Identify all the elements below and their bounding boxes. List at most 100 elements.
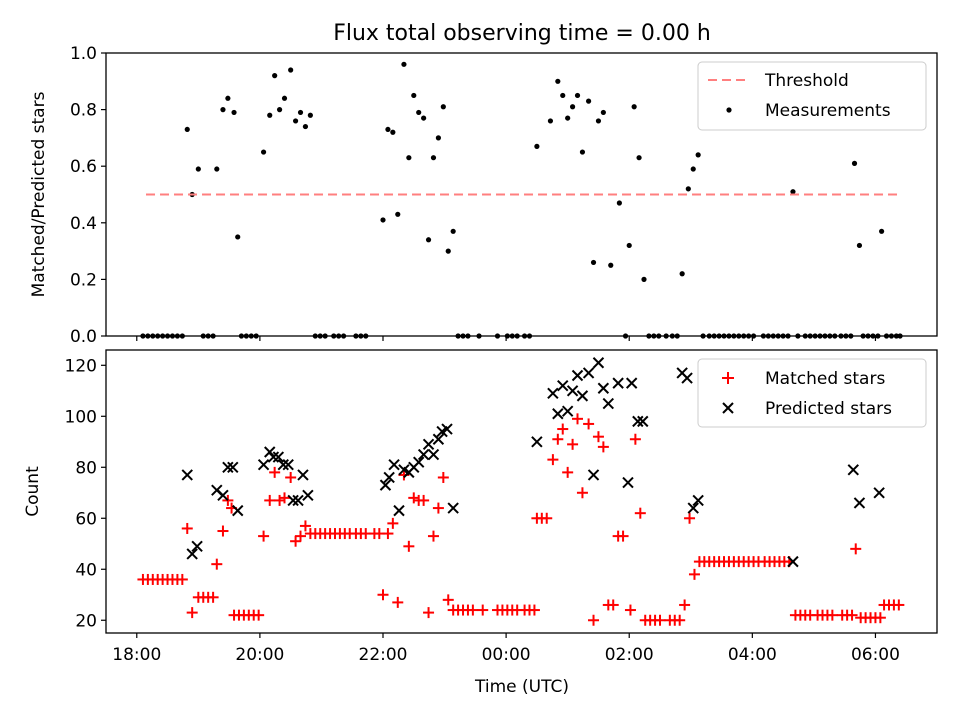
predicted-star-marker	[287, 494, 299, 507]
predicted-star-marker	[612, 377, 624, 389]
matched-star-marker	[592, 431, 604, 443]
top-plot-frame	[105, 52, 938, 337]
measurement-point	[590, 259, 597, 266]
legend-measurements-label: Measurements	[765, 101, 891, 121]
predicted-star-marker	[687, 502, 699, 514]
measurement-point	[560, 92, 566, 99]
matched-star-marker	[176, 573, 188, 585]
measurement-point	[626, 242, 632, 249]
measurement-point	[385, 126, 391, 133]
matched-star-marker	[684, 512, 696, 524]
predicted-star-marker	[217, 489, 229, 502]
bottom-x-tick-label: 20:00	[235, 645, 284, 665]
predicted-star-marker	[417, 448, 430, 461]
matched-star-marker	[547, 454, 559, 466]
measurement-point	[235, 234, 241, 240]
predicted-star-marker	[427, 448, 440, 461]
predicted-star-marker	[592, 357, 605, 369]
top-x-ticks	[136, 336, 877, 341]
predicted-star-marker	[232, 504, 244, 517]
measurement-point	[281, 95, 288, 101]
matched-star-marker	[588, 614, 600, 626]
measurement-point	[608, 262, 614, 268]
top-legend-box	[697, 61, 927, 131]
measurement-point	[421, 115, 427, 121]
predicted-star-marker	[847, 464, 859, 476]
matched-star-marker	[629, 433, 641, 445]
matched-star-marker	[624, 604, 636, 616]
bottom-y-tick-label: 80	[75, 458, 97, 478]
predicted-star-marker	[191, 540, 203, 553]
matched-star-marker	[826, 609, 838, 621]
top-y-tick-label: 0.2	[70, 270, 97, 290]
bottom-x-tick-label: 18:00	[112, 645, 161, 665]
predicted-star-marker	[267, 451, 280, 463]
matched-star-marker	[846, 609, 858, 621]
measurement-point	[430, 155, 437, 161]
matched-star-marker	[528, 604, 540, 616]
measurement-point	[195, 166, 201, 172]
predicted-star-marker	[383, 471, 395, 484]
measurement-point	[440, 104, 446, 110]
legend-matched-swatch	[722, 372, 734, 384]
matched-star-marker	[295, 530, 307, 542]
predicted-star-marker	[571, 369, 584, 382]
matched-star-marker	[418, 494, 430, 506]
top-y-tick-label: 1.0	[70, 44, 97, 64]
measurement-point	[547, 118, 554, 124]
matched-star-marker	[222, 494, 234, 506]
matched-star-marker	[607, 599, 619, 611]
matched-star-marker	[572, 413, 584, 425]
measurement-point	[555, 78, 561, 84]
legend-threshold-label: Threshold	[764, 71, 849, 91]
matched-star-marker	[427, 530, 439, 542]
bottom-x-ticks: 18:00 20:00 22:00 00:00 02:00 04:00 06:00	[112, 633, 900, 665]
measurement-point	[579, 149, 586, 155]
bottom-x-tick-label: 22:00	[359, 645, 408, 665]
matched-star-marker	[392, 596, 404, 608]
predicted-star-marker	[272, 451, 285, 463]
bottom-y-tick-label: 100	[65, 407, 97, 427]
matched-star-marker	[893, 599, 905, 611]
top-y-ticks: 0.0 0.2 0.4 0.6 0.8 1.0	[70, 44, 106, 347]
matched-star-marker	[654, 614, 666, 626]
matched-star-marker	[576, 487, 588, 499]
measurement-point	[411, 92, 417, 99]
measurement-point	[292, 118, 299, 124]
bottom-y-ticks: 20 40 60 80 100 120	[65, 356, 106, 631]
predicted-star-marker	[441, 423, 453, 435]
matched-star-marker	[541, 512, 553, 524]
measurement-point	[231, 109, 237, 116]
top-chart-title: Flux total observing time = 0.00 h	[333, 21, 711, 46]
matched-star-marker	[290, 535, 302, 547]
measurement-point	[425, 237, 432, 243]
measurement-point	[851, 160, 858, 166]
bottom-y-tick-label: 60	[75, 509, 97, 529]
predicted-star-marker	[853, 497, 866, 509]
measurement-point	[406, 155, 412, 161]
predicted-star-marker	[222, 461, 234, 473]
top-y-axis-label: Matched/Predicted stars	[29, 91, 49, 297]
matched-star-marker	[688, 568, 700, 580]
measurement-point	[574, 92, 581, 99]
measurement-point	[272, 73, 278, 79]
measurement-point	[631, 104, 637, 110]
measurement-point	[856, 242, 863, 249]
bottom-x-tick-label: 04:00	[728, 645, 777, 665]
predicted-star-marker	[282, 459, 294, 471]
measurement-point	[416, 109, 422, 116]
predicted-star-marker	[531, 436, 543, 448]
predicted-star-marker	[632, 415, 644, 428]
predicted-star-marker	[412, 456, 425, 468]
measurement-point	[679, 271, 685, 277]
matched-star-marker	[207, 591, 219, 603]
measurement-point	[569, 104, 576, 110]
bottom-legend-box	[697, 358, 927, 428]
predicted-star-marker	[547, 387, 559, 400]
matched-star-marker	[258, 530, 270, 542]
matched-star-marker	[874, 612, 886, 624]
matched-star-marker	[274, 494, 286, 506]
measurement-point	[276, 107, 283, 113]
measurement-point	[690, 166, 696, 172]
